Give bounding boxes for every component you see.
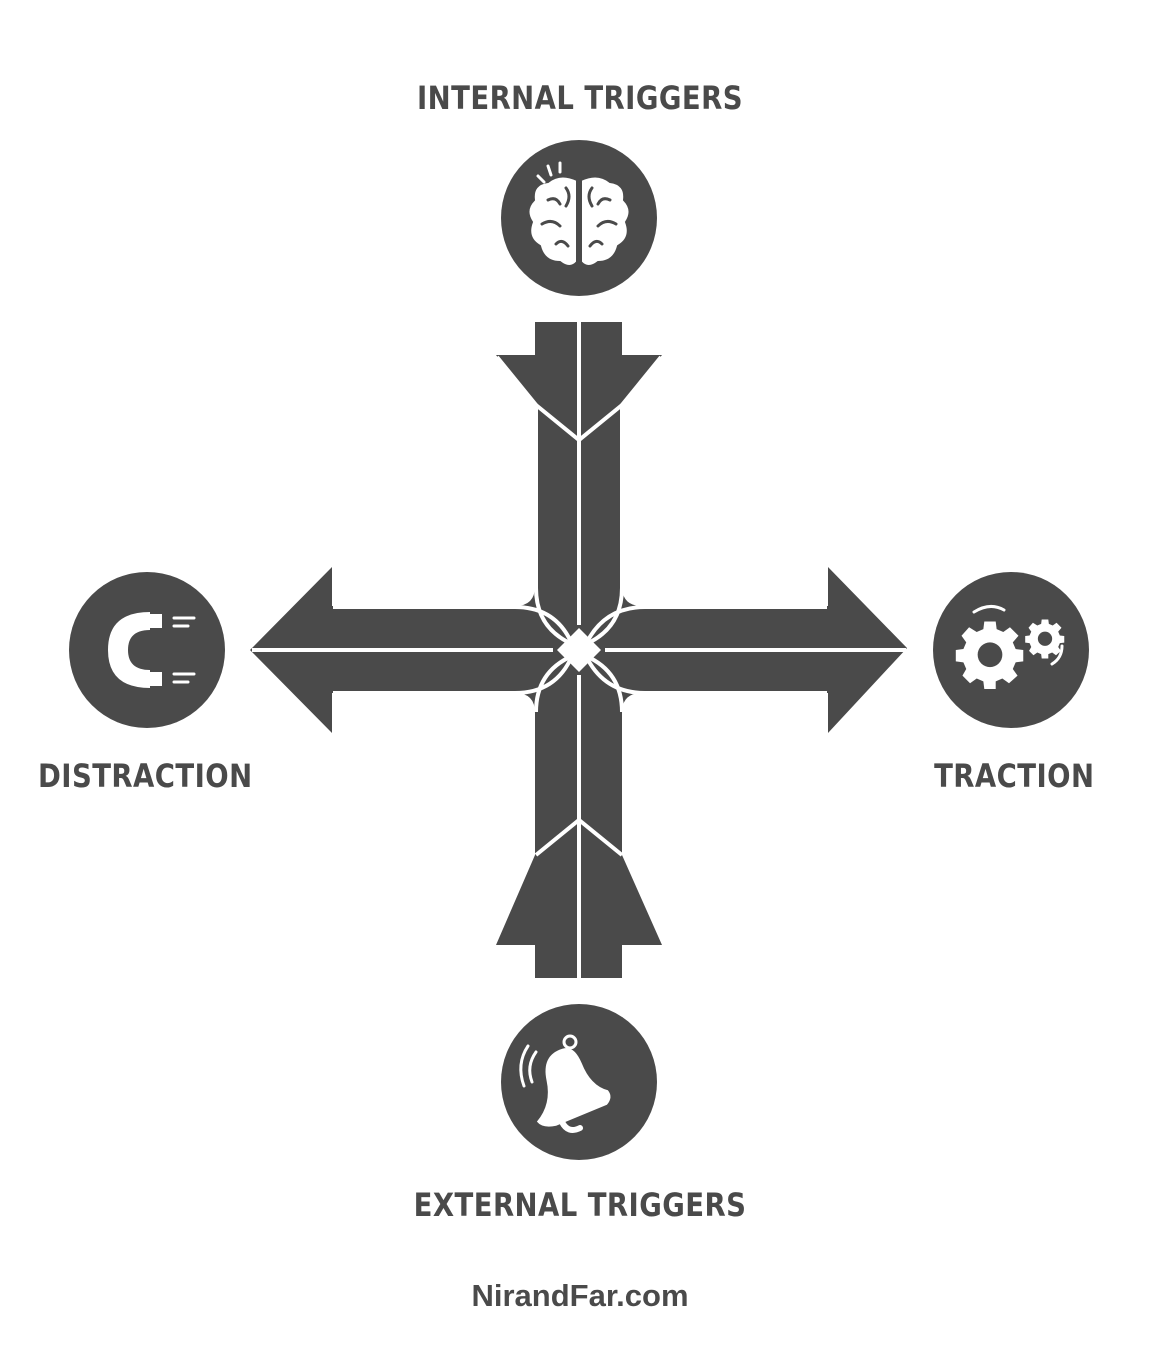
external-triggers-label: EXTERNAL TRIGGERS bbox=[413, 1186, 747, 1224]
center-crossing bbox=[557, 628, 601, 672]
distraction-label: DISTRACTION bbox=[38, 757, 253, 795]
external-triggers-node bbox=[501, 1004, 657, 1160]
internal-triggers-node bbox=[501, 140, 657, 296]
magnet-icon bbox=[108, 612, 196, 688]
traction-node bbox=[933, 572, 1089, 728]
distraction-node bbox=[69, 572, 225, 728]
bell-icon bbox=[519, 1034, 611, 1133]
footer-url: NirandFar.com bbox=[471, 1278, 689, 1313]
traction-label: TRACTION bbox=[933, 757, 1094, 795]
internal-triggers-label: INTERNAL TRIGGERS bbox=[417, 79, 743, 117]
gears-icon bbox=[955, 605, 1065, 689]
